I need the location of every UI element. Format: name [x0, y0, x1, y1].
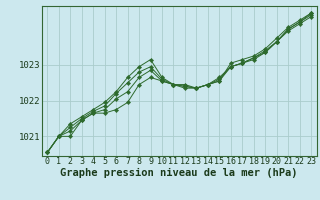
- X-axis label: Graphe pression niveau de la mer (hPa): Graphe pression niveau de la mer (hPa): [60, 168, 298, 178]
